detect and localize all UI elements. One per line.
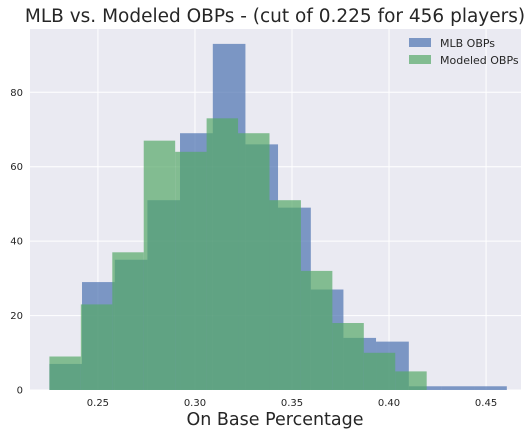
bars-group	[49, 43, 507, 391]
x-tick-labels: 0.25 0.30 0.35 0.40 0.45	[87, 398, 497, 409]
y-tick-labels: 0 20 40 60 80	[10, 88, 23, 397]
legend-swatch-mlb	[409, 38, 431, 47]
bar-modeled-obps	[175, 151, 207, 390]
bar-modeled-obps	[300, 270, 333, 390]
x-tick-label: 0.25	[87, 398, 109, 409]
bar-modeled-obps	[112, 252, 144, 390]
y-tick-label: 60	[10, 162, 23, 173]
y-tick-label: 80	[10, 88, 23, 99]
bar-mlb-obps	[441, 386, 475, 390]
legend-label-mlb: MLB OBPs	[440, 37, 495, 50]
bar-modeled-obps	[332, 323, 364, 390]
bar-modeled-obps	[49, 356, 81, 390]
y-tick-label: 20	[10, 311, 23, 322]
bar-modeled-obps	[238, 133, 270, 391]
y-tick-label: 0	[17, 386, 23, 397]
bar-modeled-obps	[363, 352, 396, 390]
y-tick-label: 40	[10, 237, 23, 248]
bar-modeled-obps	[206, 118, 239, 391]
x-tick-label: 0.35	[281, 398, 303, 409]
x-axis-label: On Base Percentage	[186, 410, 363, 430]
x-tick-label: 0.30	[184, 398, 206, 409]
legend-label-modeled: Modeled OBPs	[440, 54, 519, 67]
chart-title: MLB vs. Modeled OBPs - (cut of 0.225 for…	[25, 6, 525, 27]
bar-mlb-obps	[474, 386, 507, 390]
bar-modeled-obps	[143, 140, 176, 390]
bar-modeled-obps	[395, 371, 427, 390]
x-tick-label: 0.40	[378, 398, 400, 409]
x-tick-label: 0.45	[475, 398, 497, 409]
legend: MLB OBPs Modeled OBPs	[409, 37, 519, 67]
bar-modeled-obps	[80, 304, 113, 390]
bar-modeled-obps	[269, 200, 301, 390]
legend-swatch-modeled	[409, 55, 431, 64]
